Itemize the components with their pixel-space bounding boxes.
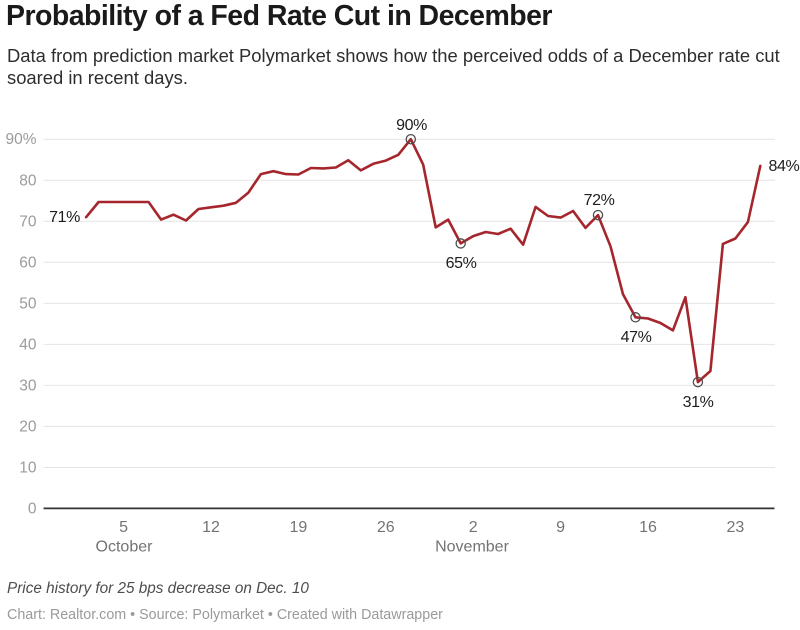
svg-text:November: November: [435, 539, 509, 556]
svg-text:90%: 90%: [5, 131, 36, 148]
svg-text:19: 19: [290, 519, 308, 536]
svg-text:12: 12: [202, 519, 220, 536]
svg-text:0: 0: [28, 501, 37, 518]
svg-text:10: 10: [19, 460, 37, 477]
svg-text:23: 23: [727, 519, 745, 536]
svg-text:30: 30: [19, 377, 37, 394]
svg-text:72%: 72%: [584, 192, 615, 209]
svg-text:80: 80: [19, 172, 37, 189]
svg-text:47%: 47%: [621, 329, 652, 346]
svg-text:31%: 31%: [683, 394, 714, 411]
svg-text:5: 5: [119, 519, 128, 536]
svg-text:20: 20: [19, 418, 37, 435]
svg-text:71%: 71%: [49, 209, 80, 226]
svg-text:2: 2: [469, 519, 478, 536]
svg-text:84%: 84%: [769, 158, 800, 175]
svg-text:9: 9: [556, 519, 565, 536]
svg-text:40: 40: [19, 336, 37, 353]
svg-text:26: 26: [377, 519, 395, 536]
svg-text:16: 16: [639, 519, 657, 536]
svg-text:65%: 65%: [446, 255, 477, 272]
svg-text:60: 60: [19, 254, 37, 271]
svg-text:90%: 90%: [396, 117, 427, 134]
svg-text:70: 70: [19, 213, 37, 230]
svg-text:50: 50: [19, 295, 37, 312]
svg-text:October: October: [96, 539, 154, 556]
